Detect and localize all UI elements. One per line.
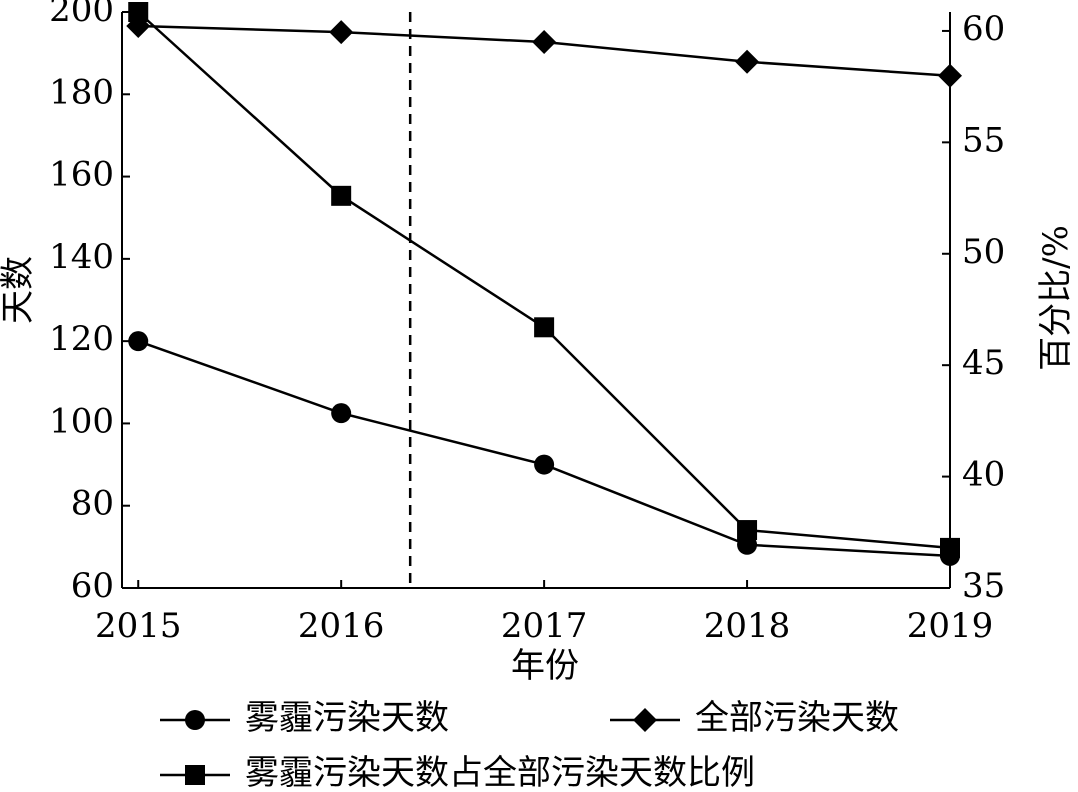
legend-marker [633, 708, 657, 732]
marker [534, 317, 555, 338]
legend-label: 雾霾污染天数 [245, 698, 449, 738]
marker [735, 49, 760, 74]
series-line [137, 339, 951, 558]
marker [128, 2, 149, 22]
y-tick-label: 100 [49, 401, 114, 441]
y-tick-label: 200 [49, 0, 114, 30]
y-axis-label: 天数 [0, 256, 38, 324]
marker [737, 520, 758, 541]
x-tick-label: 2016 [298, 606, 385, 646]
marker [331, 185, 352, 206]
x-axis-label: 年份 [511, 646, 579, 686]
x-tick-label: 2018 [704, 606, 791, 646]
marker [534, 454, 555, 475]
legend-label: 全部污染天数 [695, 698, 899, 738]
y2-tick-label: 40 [962, 455, 1005, 495]
y2-axis-label: 百分比/% [1036, 225, 1076, 371]
marker [329, 20, 354, 45]
x-tick-label: 2017 [501, 606, 588, 646]
y2-tick-label: 45 [962, 343, 1005, 383]
legend-marker [185, 710, 205, 730]
x-tick-label: 2019 [907, 606, 994, 646]
marker [940, 537, 960, 558]
y-tick-label: 60 [71, 566, 114, 606]
marker [532, 30, 557, 55]
marker [128, 331, 149, 352]
y2-tick-label: 60 [962, 9, 1005, 49]
y2-tick-label: 35 [962, 566, 1005, 606]
y-tick-label: 80 [71, 484, 114, 524]
legend-marker [185, 765, 205, 785]
y2-tick-label: 55 [962, 120, 1005, 160]
marker [331, 403, 352, 424]
legend-label: 雾霾污染天数占全部污染天数比例 [245, 753, 755, 792]
y-tick-label: 120 [49, 319, 114, 359]
y-tick-label: 140 [49, 237, 114, 277]
x-tick-label: 2015 [95, 606, 182, 646]
y-tick-label: 180 [49, 72, 114, 112]
y2-tick-label: 50 [962, 232, 1005, 272]
y-tick-label: 160 [49, 155, 114, 195]
marker [938, 63, 962, 88]
